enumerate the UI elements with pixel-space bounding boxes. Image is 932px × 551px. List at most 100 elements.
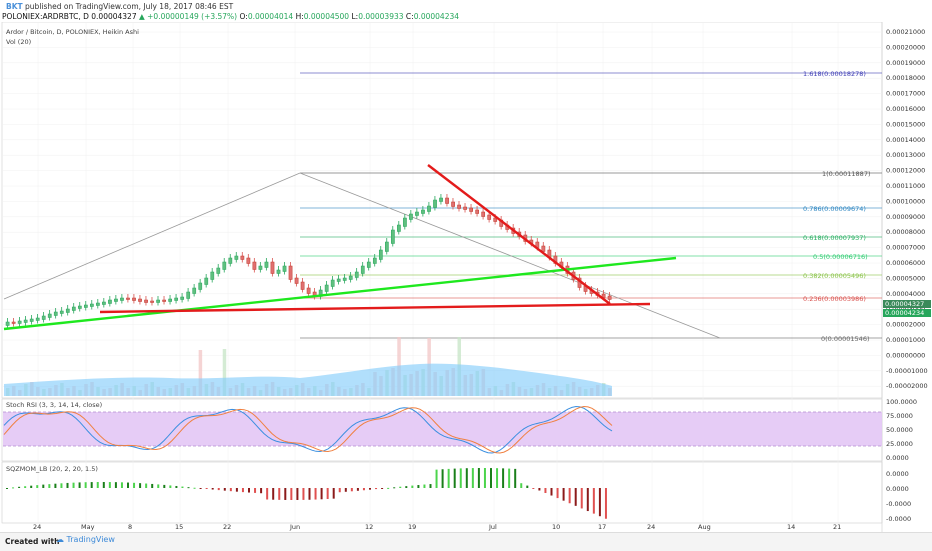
sqz-bar — [387, 487, 390, 489]
candle-body — [354, 271, 359, 278]
sqz-bar — [72, 482, 75, 488]
candle-body — [481, 211, 486, 217]
candle-body — [108, 299, 112, 304]
sqz-bar — [520, 483, 523, 488]
red-descending-trendline[interactable] — [427, 164, 611, 305]
candle-body — [90, 303, 94, 307]
sqz-bar — [350, 488, 353, 492]
fibonacci-levels[interactable]: 1.618(0.00018278) 1(0.00011887) 0.786(0.00… — [300, 70, 882, 343]
price-axis-tick: 0.00008000 — [886, 228, 925, 236]
sqz-bar — [302, 488, 305, 500]
sqz-bar — [435, 469, 438, 488]
candle-body — [415, 211, 419, 216]
sqz-bar — [471, 468, 474, 488]
candle-body — [180, 296, 185, 300]
sqz-bar — [151, 483, 154, 488]
sqz-bar — [36, 485, 39, 488]
candle-body — [47, 313, 52, 318]
sqz-bar — [362, 488, 365, 491]
sqz-bar — [66, 482, 69, 488]
candle-body — [324, 284, 329, 292]
sqz-bar — [223, 488, 226, 491]
candle-body — [601, 293, 606, 298]
tradingview-logo[interactable]: ☁ TradingView — [56, 535, 115, 544]
volume-legend: Vol (20) — [6, 38, 32, 46]
stoch-axis-tick: 25.0000 — [886, 440, 913, 448]
close-label: C: — [405, 12, 414, 21]
fib-anchor-line-down[interactable] — [299, 172, 721, 339]
publish-info: BKT published on TradingView.com, July 1… — [6, 2, 233, 11]
candle-body — [228, 257, 233, 264]
candle-body — [276, 269, 281, 274]
close-value: 0.00004234 — [413, 12, 460, 21]
sqz-bar — [235, 488, 238, 492]
sqz-bar — [344, 488, 347, 492]
time-axis-tick: 19 — [408, 523, 416, 531]
candle-body — [29, 318, 34, 322]
sqz-bar — [550, 488, 553, 496]
red-support-line[interactable] — [99, 302, 651, 314]
sqz-bar — [266, 488, 269, 500]
stoch-axis-labels: 100.0000 75.0000 50.0000 25.0000 0.0000 — [886, 398, 917, 462]
candle-body — [156, 299, 160, 303]
sqz-bar — [586, 488, 589, 512]
price-axis-tick: 0.00018000 — [886, 74, 925, 82]
sqz-bar — [42, 484, 45, 488]
candle-body — [607, 295, 612, 300]
chart-canvas[interactable]: 1.618(0.00018278) 1(0.00011887) 0.786(0.00… — [0, 22, 932, 532]
sqz-bar — [562, 488, 565, 501]
time-axis-tick: 17 — [598, 523, 606, 531]
sqz-bar — [241, 488, 244, 493]
candle-body — [84, 304, 88, 308]
sqz-bar — [84, 482, 87, 488]
sqz-bar — [526, 485, 529, 488]
sqz-bar — [556, 488, 559, 499]
sqz-bar — [24, 486, 27, 488]
candle-body — [5, 321, 10, 326]
candle-body — [17, 320, 22, 324]
sqz-bar — [102, 482, 105, 488]
sqz-bar — [205, 488, 208, 489]
price-axis-tick: 0.00021000 — [886, 28, 925, 36]
time-axis-tick: Jul — [488, 523, 497, 531]
sqz-bar — [6, 488, 8, 489]
fib-level-label: 0.786(0.00009674) — [803, 205, 866, 213]
candle-body — [421, 209, 425, 214]
price-axis-tick: 0.00007000 — [886, 244, 925, 252]
candle-body — [397, 224, 401, 232]
time-axis-tick: 24 — [647, 523, 655, 531]
fib-anchor-line-up[interactable] — [3, 172, 301, 300]
candle-body — [378, 249, 383, 260]
main-pane-title: Ardor / Bitcoin, D, POLONIEX, Heikin Ash… — [6, 28, 139, 36]
sqz-axis-tick: -0.0000 — [886, 515, 911, 523]
sqz-bar — [338, 488, 341, 493]
footer-bar — [0, 532, 932, 551]
price-axis-tick: -0.00001000 — [886, 367, 928, 375]
candle-body — [336, 278, 341, 282]
sqz-bar — [217, 488, 220, 491]
price-axis-tick: 0.00004000 — [886, 290, 925, 298]
candle-body — [168, 298, 172, 302]
author-name[interactable]: BKT — [6, 2, 23, 11]
candle-body — [493, 217, 498, 222]
price-axis-labels: 0.00021000 0.00020000 0.00019000 0.00018000… — [886, 28, 928, 390]
candle-body — [252, 261, 257, 270]
candle-body — [132, 297, 136, 301]
price-axis-tick: 0.00011000 — [886, 182, 925, 190]
price-axis-tick: 0.00002000 — [886, 321, 925, 329]
symbol-quote-line: POLONIEX:ARDRBTC, D 0.00004327 ▲ +0.0000… — [2, 12, 459, 21]
time-axis-tick: Jun — [289, 523, 300, 531]
last-price: 0.00004327 — [91, 12, 137, 21]
price-badge-last-text: 0.00004327 — [885, 300, 925, 308]
candle-body — [71, 306, 76, 311]
sqz-bar — [544, 488, 547, 493]
sqz-axis-tick: -0.0000 — [886, 500, 911, 508]
candle-body — [366, 261, 371, 268]
candle-body — [102, 301, 106, 305]
fib-level-label: 0.5(0.00006716) — [813, 253, 868, 261]
candle-body — [372, 257, 377, 264]
sqz-bar — [477, 468, 480, 488]
main-pane-frame — [1, 22, 883, 399]
sqz-bar — [598, 488, 601, 517]
candle-body — [360, 265, 365, 274]
